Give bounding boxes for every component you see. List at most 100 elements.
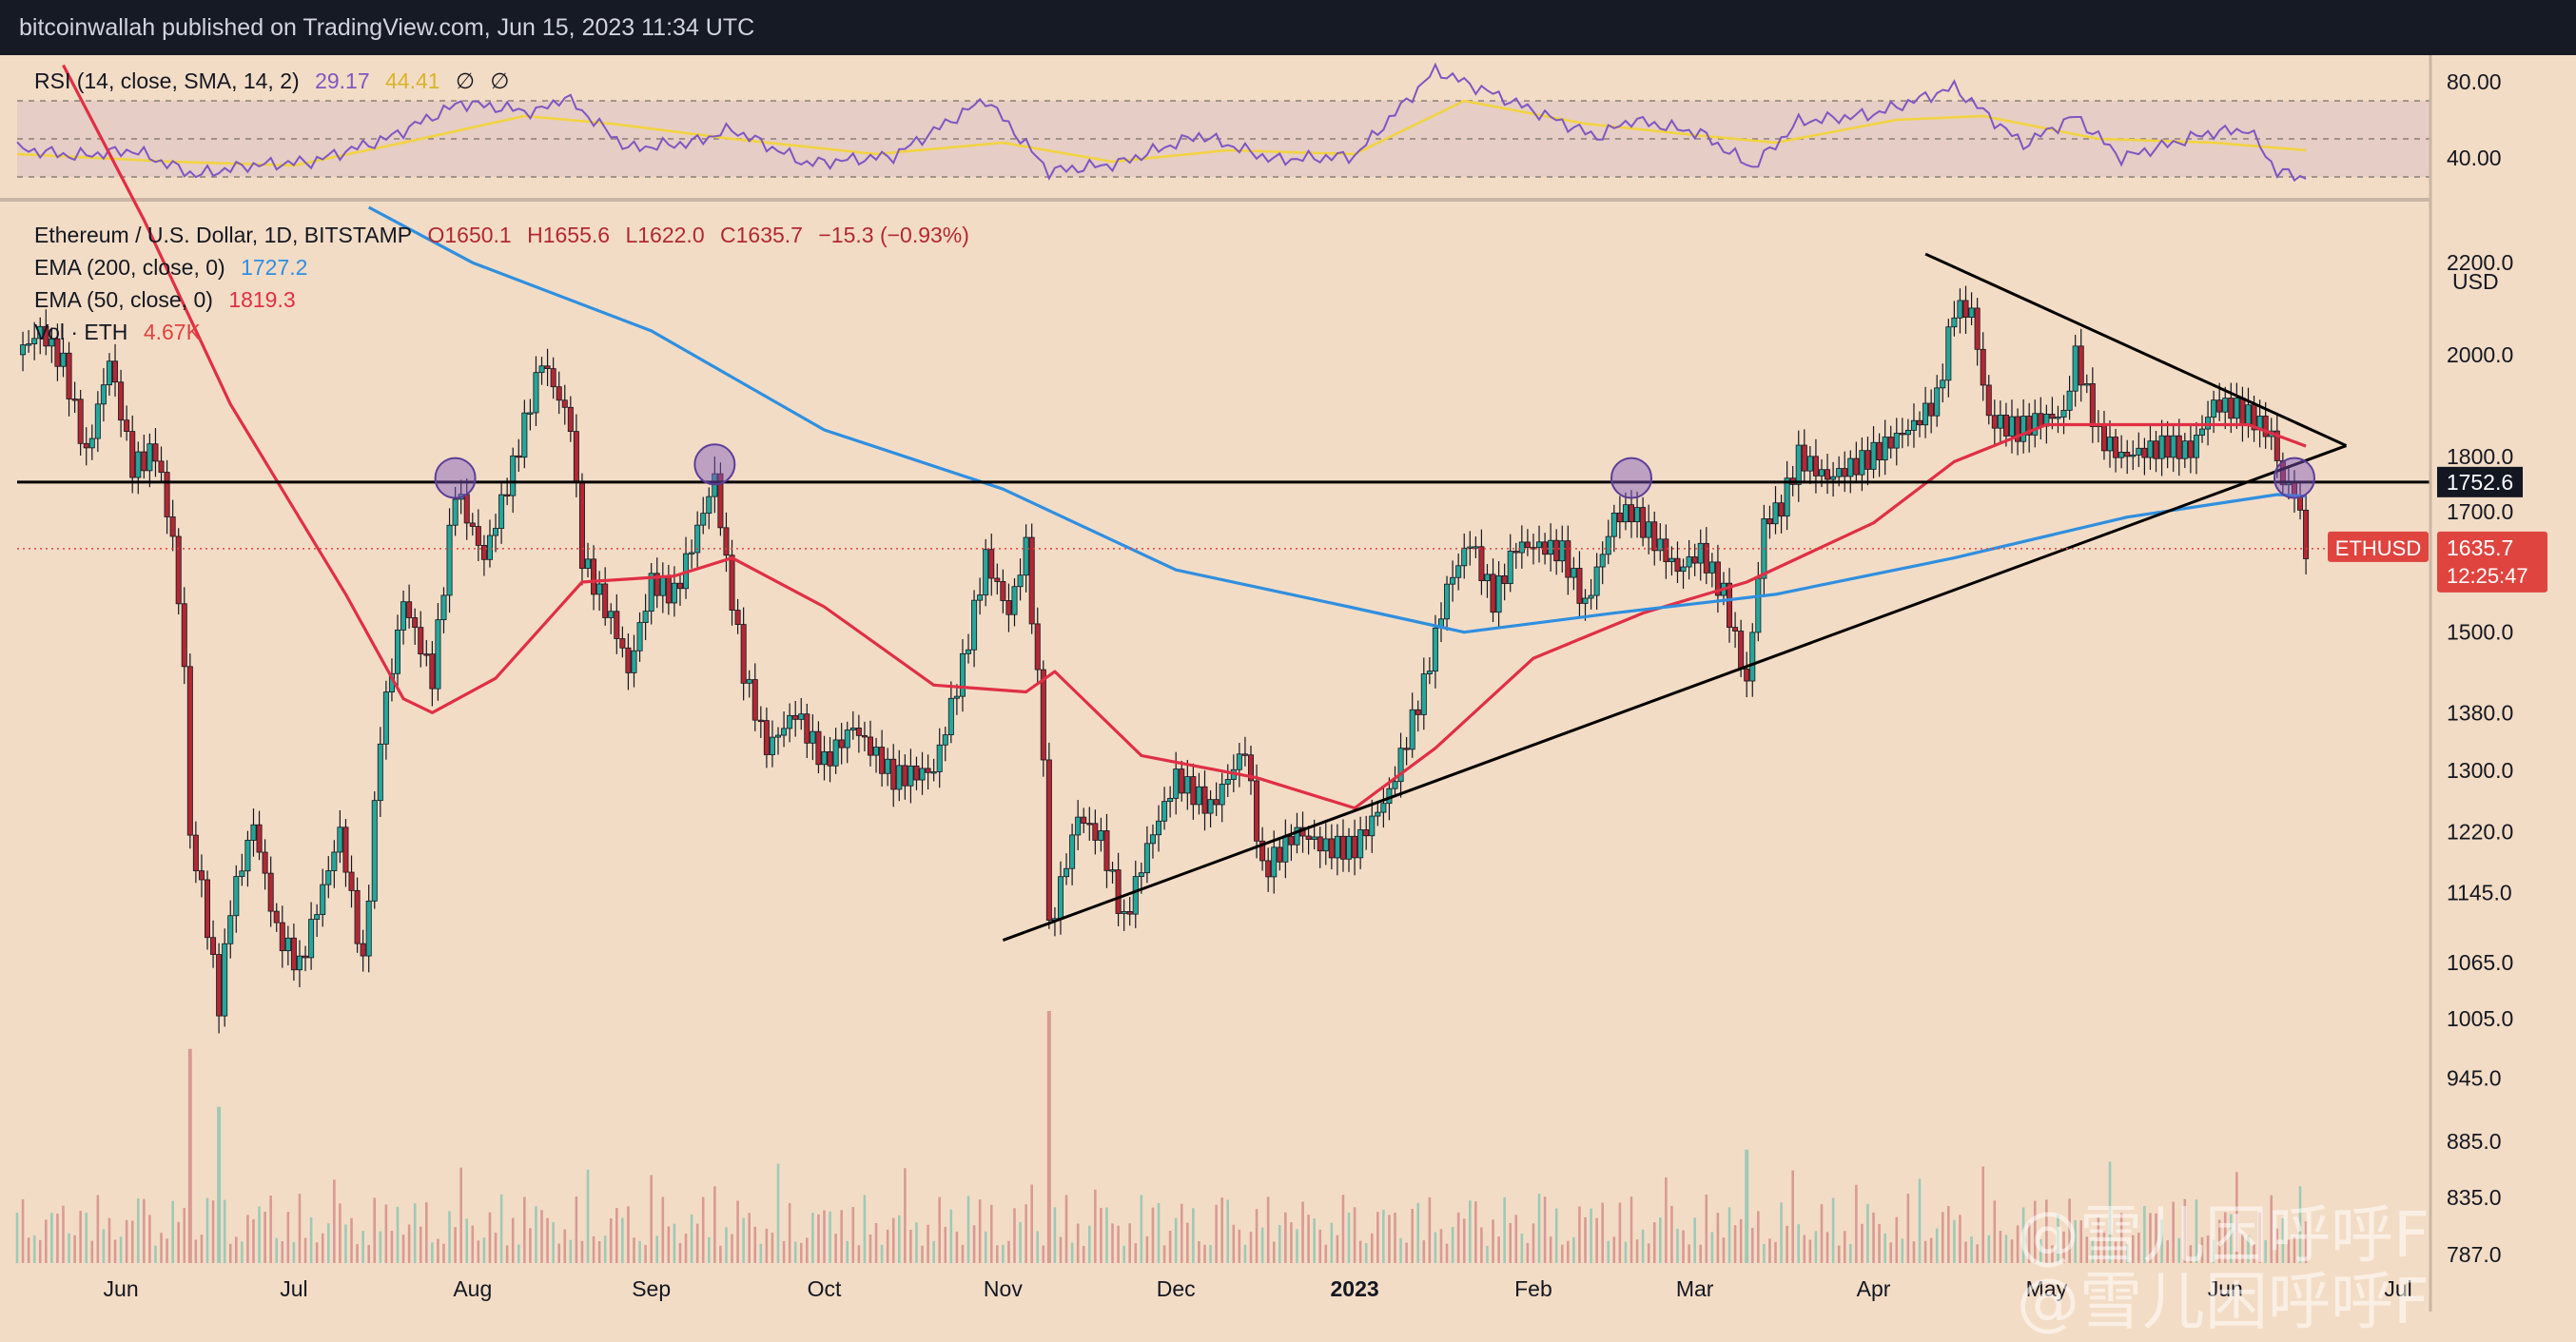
chart-background [0,55,2576,1312]
volume-bar [1013,1208,1016,1263]
volume-bar [1567,1240,1570,1263]
volume-bar [1624,1241,1628,1263]
candle-up [1605,535,1611,555]
candle-down [1530,547,1536,550]
candle-up [942,734,948,746]
candle-down [1812,456,1819,477]
candle-down [1363,829,1370,837]
volume-bar [1370,1233,1374,1263]
candle-up [1173,768,1180,799]
candle-up [648,573,654,613]
candle-down [158,460,165,473]
volume-bar [1791,1170,1794,1263]
candle-up [1697,542,1704,564]
candle-down [544,365,551,369]
volume-bar [1595,1217,1598,1263]
candle-down [751,679,758,721]
candle-up [1138,872,1144,877]
candle-up [706,496,712,515]
volume-bar [863,1195,867,1263]
volume-bar [776,1163,780,1263]
candle-up [2107,437,2114,452]
volume-bar [419,1226,422,1263]
candle-up [642,611,649,623]
volume-bar [321,1233,324,1263]
ema200-legend[interactable]: EMA (200, close, 0) 1727.2 [34,251,979,283]
rsi-line [16,62,2307,183]
volume-bar [494,1233,498,1263]
volume-bar [384,1204,388,1263]
volume-bar [996,1245,999,1263]
volume-bar [413,1203,417,1263]
volume-bar [1313,1218,1316,1263]
ema50-legend[interactable]: EMA (50, close, 0) 1819.3 [34,283,979,316]
candle-up [1772,502,1779,525]
volume-bar [2241,1234,2244,1263]
candle-down [1876,441,1883,461]
candle-up [1708,561,1715,574]
volume-bar [2160,1219,2163,1263]
volume-bar [661,1196,665,1263]
candle-up [227,915,234,944]
candle-up [2193,435,2199,458]
candle-down [210,937,217,955]
volume-bar [281,1240,284,1263]
candle-up [1646,521,1652,538]
volume-bar [68,1233,70,1263]
volume-bar [1445,1243,1449,1263]
volume-bar [298,1194,302,1263]
main-legend[interactable]: Ethereum / U.S. Dollar, 1D, BITSTAMP O16… [34,219,979,348]
candle-down [561,399,568,408]
volume-bar [713,1186,716,1263]
volume-bar [2137,1233,2140,1263]
volume-bar [454,1227,457,1263]
rsi-legend[interactable]: RSI (14, close, SMA, 14, 2) 29.17 44.41 … [34,68,518,94]
volume-bar [1140,1195,1143,1263]
volume-bar [1693,1217,1696,1263]
volume-bar [333,1179,336,1263]
candle-up [1818,469,1825,477]
volume-bar [1198,1241,1200,1263]
candle-up [1236,753,1242,770]
candle-up [337,827,343,853]
candle-down [342,827,349,873]
volume-bar [748,1213,751,1263]
volume-bar [2155,1213,2157,1263]
volume-bar [1612,1236,1616,1263]
price-axis-tick: 885.0 [2447,1129,2502,1154]
volume-bar [1750,1227,1754,1263]
volume-legend[interactable]: Vol · ETH 4.67K [34,316,979,348]
candle-down [1616,512,1623,523]
candle-down [619,638,626,649]
volume-bar [252,1219,255,1263]
volume-bar [2131,1235,2135,1263]
volume-bar [1560,1244,1564,1263]
touch-circle-marker [434,457,477,499]
time-axis-tick: 2023 [1330,1276,1378,1301]
publisher-text: bitcoinwallah published on TradingView.c… [19,14,755,41]
time-axis-tick: Sep [632,1276,671,1301]
candle-up [1432,627,1438,672]
volume-bar [932,1240,935,1263]
candle-up [1098,830,1104,841]
candle-down [1928,402,1935,417]
candle-down [1980,348,1986,386]
candle-down [279,922,285,952]
candle-down [360,943,366,957]
volume-bar [194,1239,198,1263]
candle-down [192,834,199,871]
ohlc-change: −15.3 (−0.93%) [818,223,969,247]
volume-bar [690,1214,693,1263]
volume-bar [811,1213,814,1263]
volume-bar [401,1235,405,1263]
symbol-title: Ethereum / U.S. Dollar, 1D, BITSTAMP [34,223,413,247]
candle-down [1045,759,1052,921]
volume-bar [2293,1236,2296,1263]
volume-bar [1745,1149,1749,1263]
candle-up [400,601,407,631]
candle-up [377,743,383,802]
symbol-row[interactable]: Ethereum / U.S. Dollar, 1D, BITSTAMP O16… [34,219,979,251]
candle-up [1536,541,1543,549]
candle-up [1882,437,1888,461]
